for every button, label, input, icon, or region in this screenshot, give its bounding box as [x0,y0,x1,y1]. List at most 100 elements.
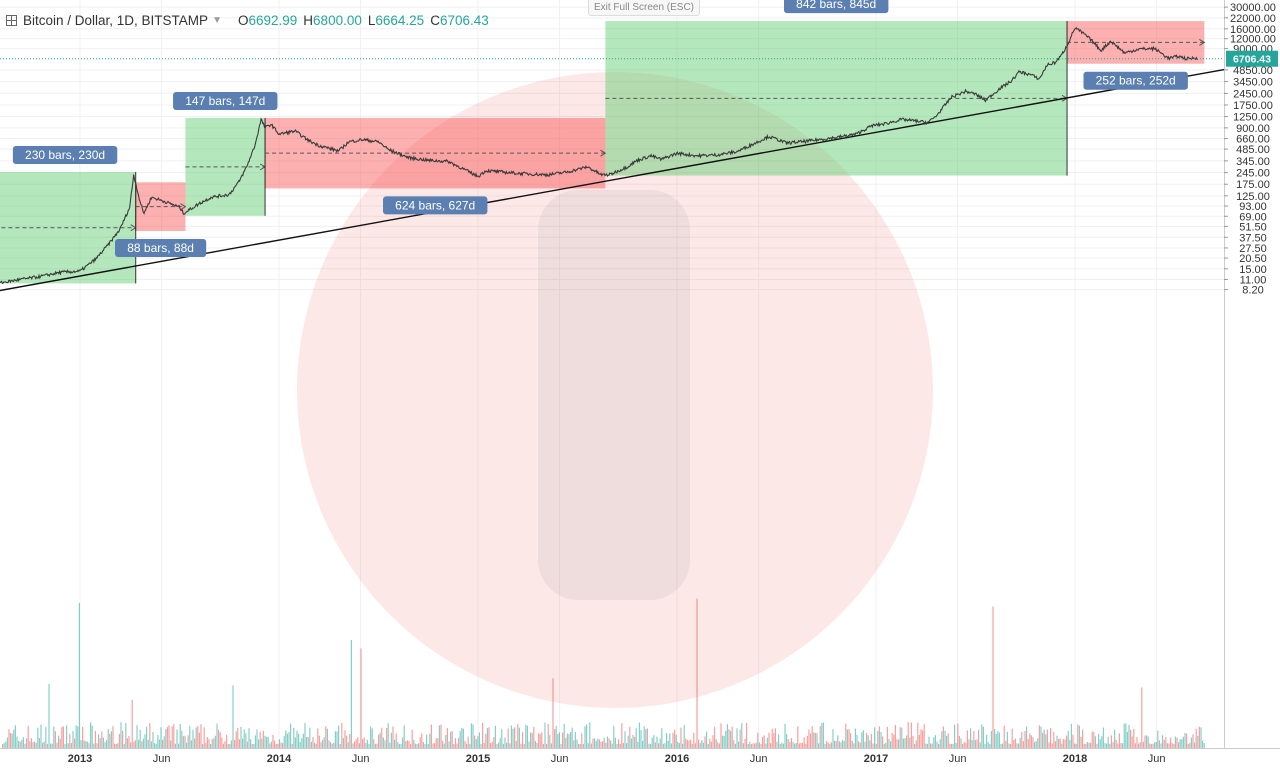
volume-bar [1120,743,1122,748]
volume-bar [579,743,581,748]
measure-label: 147 bars, 147d [173,91,278,110]
volume-bar [363,737,365,748]
volume-bar [458,737,460,748]
volume-bar [746,723,748,748]
volume-bar [160,727,162,748]
volume-bar [624,731,626,748]
volume-bar [379,732,381,748]
volume-bar [304,722,306,748]
volume-bar [397,742,399,748]
volume-bar [504,737,506,748]
volume-bar [510,725,512,748]
volume-bar [466,743,468,748]
volume-bar [21,739,23,748]
volume-bar [507,728,509,748]
volume-bar [619,743,621,748]
measure-zone-up[interactable] [605,21,1068,176]
volume-bar [291,743,293,748]
volume-bar [190,740,192,748]
volume-bar [141,741,143,748]
volume-bar [274,740,276,748]
volume-bar [373,739,375,748]
volume-bar [371,728,373,748]
measure-label: 624 bars, 627d [383,196,488,215]
volume-bar [376,743,378,748]
volume-bar [1096,743,1098,748]
volume-bar [856,734,858,748]
volume-bar [986,734,988,748]
y-tick-label: 8.20 [1242,285,1263,297]
volume-bar [389,742,391,748]
chevron-down-icon[interactable]: ▼ [212,14,222,26]
volume-bar [11,733,13,748]
volume-bar [101,731,103,748]
volume-bar [542,743,544,748]
x-tick-label: Jun [1148,753,1166,765]
volume-bar [421,733,423,748]
volume-bar [595,740,597,748]
volume-bar [18,740,20,748]
volume-bar [1082,729,1084,748]
volume-bar [74,738,76,748]
volume-bar [1118,733,1120,748]
measure-label-bg [114,238,207,257]
volume-bar [682,743,684,748]
volume-bar [312,736,314,748]
measure-label-text: 88 bars, 88d [127,241,194,255]
volume-bar [1027,738,1029,748]
volume-bar [360,648,362,748]
volume-bar [885,742,887,748]
volume-bar [394,739,396,748]
symbol-title[interactable]: Bitcoin / Dollar, 1D, BITSTAMP [23,12,209,28]
volume-bar [794,743,796,748]
volume-bar [138,739,140,748]
volume-bar [171,726,173,748]
volume-bar [478,732,480,748]
volume-bar [907,722,909,748]
volume-bar [62,726,64,748]
volume-bar [851,740,853,748]
x-tick-label: 2015 [466,753,490,765]
volume-bar [56,742,58,748]
volume-bar [1016,743,1018,748]
volume-bar [514,727,516,748]
volume-bar [1146,735,1148,748]
volume-bar [1144,735,1146,748]
expand-icon[interactable] [6,14,17,26]
volume-bar [58,735,60,748]
volume-bar [803,737,805,748]
volume-bar [933,737,935,748]
volume-bar [891,732,893,748]
measure-zone-up[interactable] [185,117,266,216]
volume-bar [1157,730,1159,748]
volume-bar [963,741,965,748]
volume-bar [2,744,4,748]
volume-bar [325,726,327,748]
volume-bar [565,738,567,748]
volume-bar [149,723,151,748]
volume-bar [66,725,68,748]
volume-bar [594,738,596,748]
volume-bar [870,733,872,748]
volume-bar [1125,723,1127,748]
volume-bar [1104,743,1106,748]
volume-bar [486,728,488,748]
x-tick-label: Jun [551,753,569,765]
volume-bar [467,736,469,748]
volume-bar [570,731,572,748]
volume-bar [560,743,562,748]
volume-bar [744,738,746,748]
volume-bar [974,739,976,748]
volume-bar [778,734,780,748]
volume-bar [589,722,591,748]
volume-bar [229,743,231,748]
volume-bar [234,739,236,748]
volume-bar [925,743,927,748]
volume-bar [1184,732,1186,748]
volume-bar [1064,739,1066,748]
volume-bar [242,738,244,748]
exit-fullscreen-button[interactable]: Exit Full Screen (ESC) [588,0,700,16]
volume-bar [611,743,613,748]
arrow-right-icon [180,203,187,211]
